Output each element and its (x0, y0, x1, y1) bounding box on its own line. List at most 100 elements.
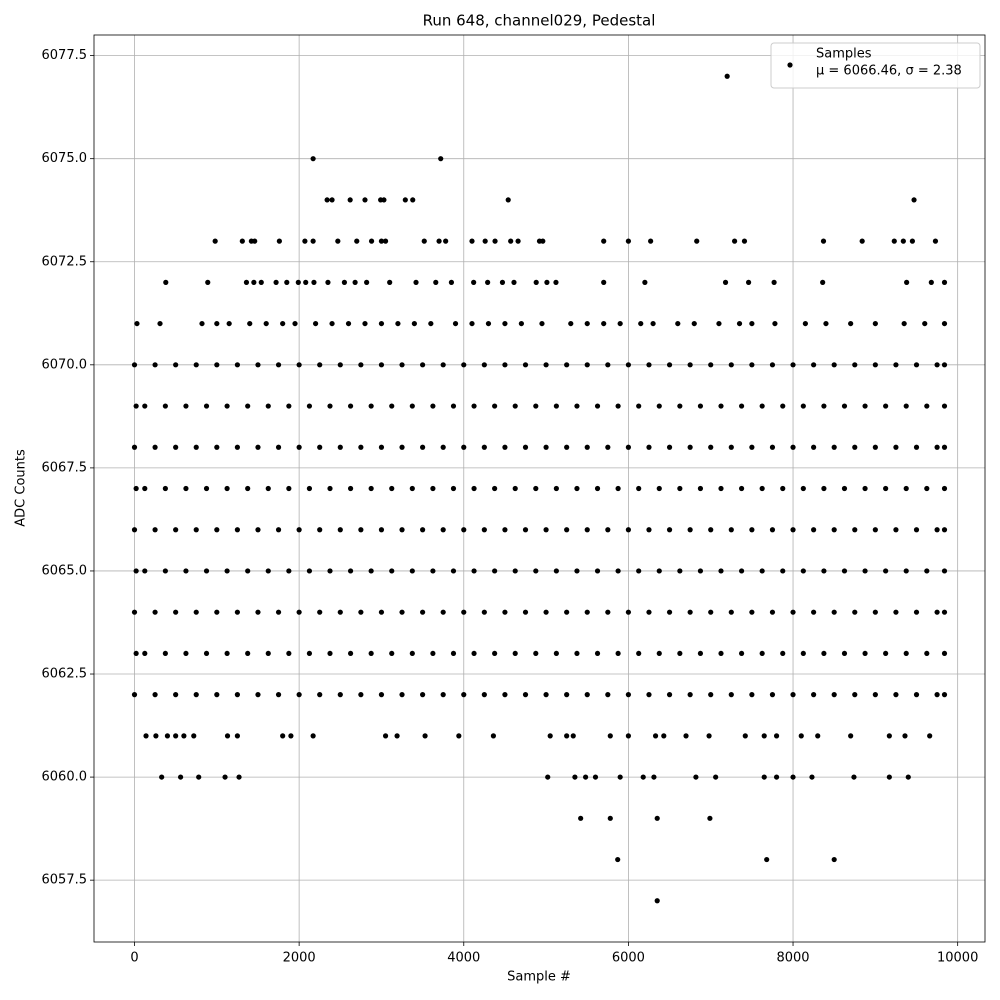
point (728, 609, 734, 615)
point (625, 527, 632, 533)
point (625, 444, 632, 450)
point (574, 650, 580, 657)
point (481, 527, 487, 533)
point (642, 279, 648, 285)
point (409, 403, 415, 409)
point (255, 527, 261, 533)
point (471, 403, 477, 409)
points (131, 73, 948, 904)
y-tick-label: 6065.0 (42, 563, 88, 578)
point (811, 609, 817, 615)
point (841, 485, 848, 492)
point (310, 238, 316, 244)
point (196, 774, 202, 780)
point (502, 444, 508, 450)
point (214, 692, 220, 698)
point (275, 527, 282, 533)
point (564, 609, 570, 615)
point (203, 403, 210, 409)
point (862, 485, 868, 492)
point (811, 362, 817, 368)
point (574, 568, 580, 574)
point (409, 650, 415, 657)
point (728, 444, 734, 450)
point (275, 692, 282, 698)
point (481, 444, 487, 450)
point (368, 485, 374, 492)
point (214, 609, 220, 615)
grid (94, 35, 985, 942)
point (492, 650, 498, 657)
point (522, 362, 529, 368)
point (821, 650, 827, 657)
point (872, 609, 878, 615)
point (708, 362, 714, 368)
point (255, 609, 261, 615)
point (800, 568, 806, 574)
point (790, 527, 796, 533)
point (324, 197, 330, 203)
point (399, 362, 405, 368)
point (515, 238, 521, 244)
point (251, 279, 257, 285)
point (490, 733, 497, 739)
point (181, 733, 187, 739)
point (666, 527, 673, 533)
point (378, 692, 385, 698)
point (296, 692, 302, 698)
point (605, 609, 611, 615)
point (893, 444, 899, 450)
point (533, 279, 539, 285)
point (485, 320, 492, 327)
point (539, 320, 545, 327)
point (636, 568, 642, 574)
point (654, 898, 660, 904)
point (347, 650, 354, 657)
point (448, 279, 455, 285)
point (378, 362, 385, 368)
point (652, 733, 659, 739)
point (226, 320, 232, 327)
point (273, 279, 279, 285)
point (368, 238, 375, 244)
legend-marker (787, 62, 793, 68)
point (311, 279, 317, 285)
point (193, 527, 199, 533)
point (859, 238, 865, 244)
point (749, 320, 755, 327)
point (543, 527, 549, 533)
point (553, 485, 559, 492)
point (831, 527, 837, 533)
point (893, 527, 899, 533)
point (368, 568, 374, 574)
point (306, 650, 313, 657)
y-tick-label: 6067.5 (42, 460, 88, 475)
point (317, 362, 323, 368)
point (601, 320, 607, 327)
point (666, 444, 673, 450)
point (924, 485, 930, 492)
point (883, 568, 889, 574)
point (941, 692, 948, 698)
point (862, 403, 868, 409)
point (738, 568, 745, 574)
point (738, 485, 745, 492)
point (693, 774, 699, 780)
point (481, 362, 487, 368)
y-tick-label: 6075.0 (42, 151, 88, 166)
point (327, 568, 333, 574)
x-tick-label: 0 (130, 951, 138, 966)
point (327, 403, 333, 409)
point (790, 774, 796, 780)
point (872, 444, 878, 450)
point (553, 279, 559, 285)
point (193, 692, 199, 698)
point (615, 403, 621, 409)
point (461, 692, 467, 698)
point (941, 320, 948, 327)
point (362, 197, 368, 203)
point (543, 692, 549, 698)
point (713, 774, 719, 780)
axes: 0 2000 4000 6000 8000 10000 6057.5 6060.0 6062.5… (42, 34, 986, 966)
point (133, 485, 139, 492)
